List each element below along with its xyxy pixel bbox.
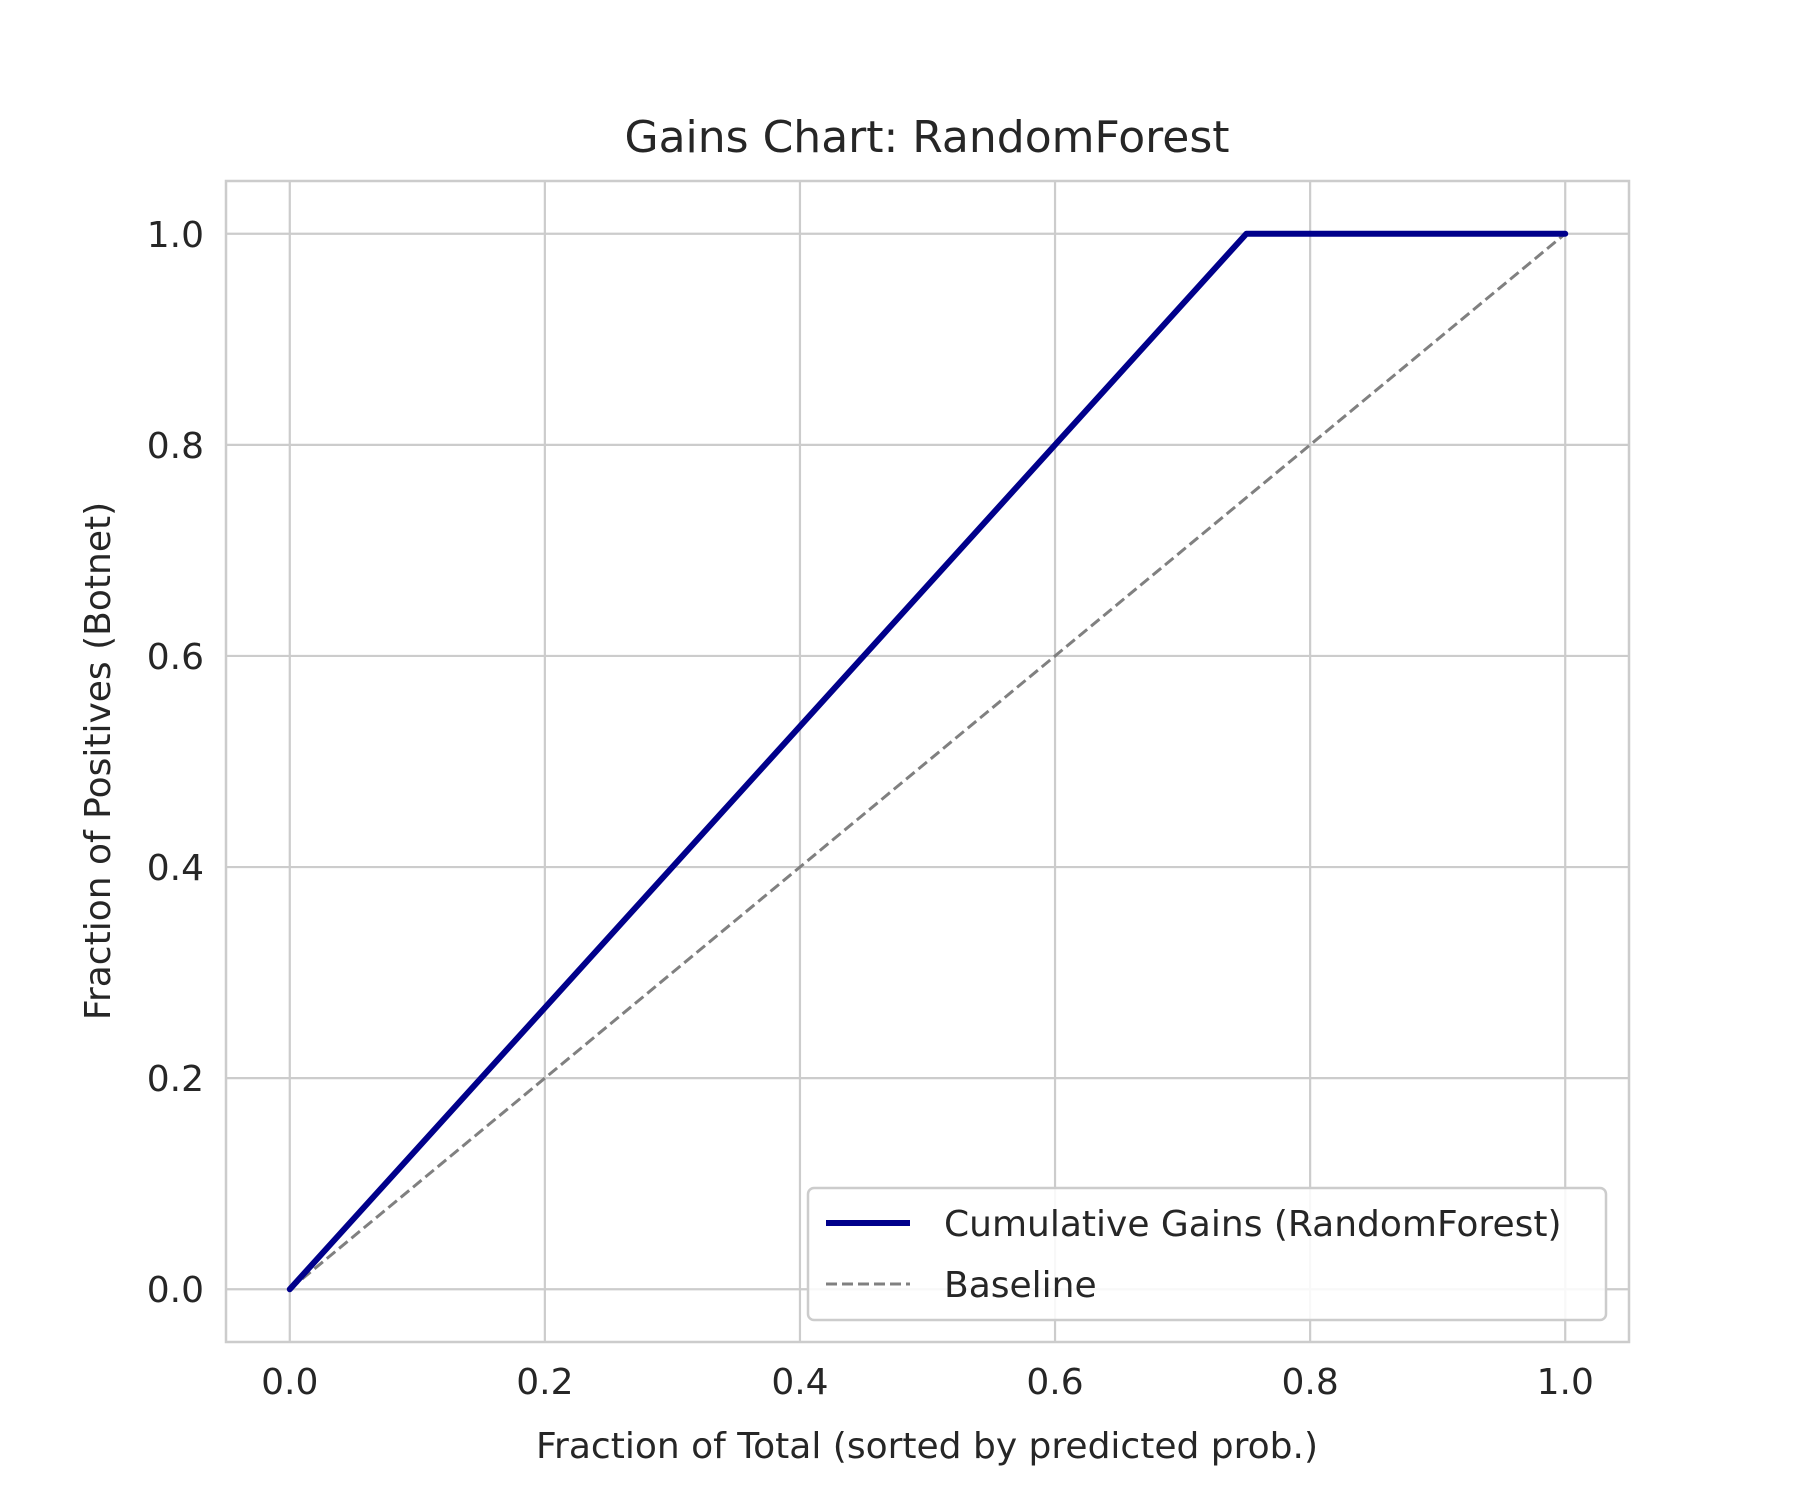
legend-box bbox=[806, 1186, 1608, 1322]
baseline-line bbox=[288, 232, 1567, 1291]
x-tick-labels: 0.0 0.2 0.4 0.6 0.8 1.0 bbox=[261, 1362, 1594, 1403]
plot-frame bbox=[224, 179, 1631, 1344]
x-tick-label: 0.8 bbox=[1282, 1362, 1339, 1403]
y-tick-label: 0.8 bbox=[147, 426, 204, 467]
grid bbox=[226, 181, 1629, 1342]
cumulative-gains-line bbox=[286, 230, 1569, 1293]
y-tick-label: 0.2 bbox=[147, 1059, 204, 1100]
y-tick-label: 0.4 bbox=[147, 848, 204, 889]
legend-label-cumulative-gains: Cumulative Gains (RandomForest) bbox=[944, 1204, 1562, 1245]
x-tick-label: 1.0 bbox=[1537, 1362, 1594, 1403]
y-tick-label: 1.0 bbox=[147, 215, 204, 256]
y-tick-label: 0.0 bbox=[147, 1270, 204, 1311]
x-tick-label: 0.0 bbox=[261, 1362, 318, 1403]
legend: Cumulative Gains (RandomForest) Baseline bbox=[806, 1186, 1608, 1322]
y-tick-labels: 0.0 0.2 0.4 0.6 0.8 1.0 bbox=[147, 215, 204, 1311]
x-tick-label: 0.2 bbox=[516, 1362, 573, 1403]
y-axis-label: Fraction of Positives (Botnet) bbox=[78, 502, 119, 1020]
x-tick-label: 0.4 bbox=[771, 1362, 828, 1403]
legend-label-baseline: Baseline bbox=[944, 1265, 1097, 1306]
chart-title: Gains Chart: RandomForest bbox=[625, 112, 1230, 163]
x-axis-label: Fraction of Total (sorted by predicted p… bbox=[536, 1426, 1318, 1467]
series-layer bbox=[286, 230, 1569, 1293]
x-tick-label: 0.6 bbox=[1026, 1362, 1083, 1403]
y-tick-label: 0.6 bbox=[147, 637, 204, 678]
